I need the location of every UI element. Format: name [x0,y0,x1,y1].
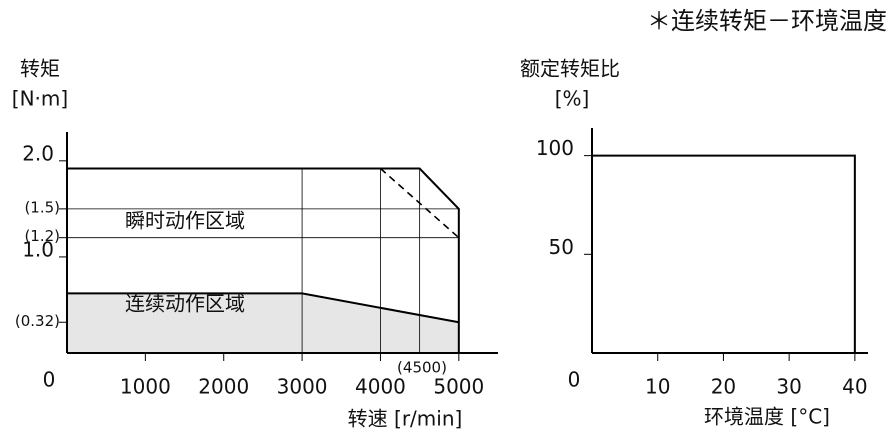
x-tick-label: 4000 [355,375,406,399]
y-axis-label: [%] [555,87,590,111]
x-tick-label: 0 [43,368,56,392]
y-axis-label: 转矩 [20,57,60,81]
x-tick-label: 5000 [433,375,484,399]
y-tick-label: 50 [549,235,574,259]
x-tick-label: 30 [776,375,801,399]
line [67,167,460,353]
annotation: 连续动作区域 [125,292,245,316]
x-tick-label: 3000 [277,375,328,399]
x-tick-label: 2000 [198,375,249,399]
y-axis-label: 额定转矩比 [520,57,620,81]
x-tick-label: 40 [842,375,867,399]
y-tick-label: 100 [536,136,574,160]
y-axis-label: [N·m] [12,87,68,111]
y-tick-label: (0.32) [15,312,60,330]
annotation: 瞬时动作区域 [125,209,245,233]
y-tick-label: 2.0 [22,141,54,165]
x-tick-label: 0 [568,368,581,392]
area [67,293,459,353]
y-tick-label: (1.2) [24,227,60,245]
annotation: (4500) [397,359,447,377]
x-axis-label: 转速 [r/min] [348,407,463,431]
x-axis-label: 环境温度 [°C] [704,405,830,429]
y-tick-label: (1.5) [24,198,60,216]
y-tick-label: 1.0 [22,237,54,261]
x-tick-label: 20 [711,375,736,399]
x-tick-label: 10 [645,375,670,399]
line [67,292,459,324]
line [379,167,460,239]
line [592,154,856,353]
x-tick-label: 1000 [120,375,171,399]
header: ＊连续转矩－环境温度 [647,7,887,35]
